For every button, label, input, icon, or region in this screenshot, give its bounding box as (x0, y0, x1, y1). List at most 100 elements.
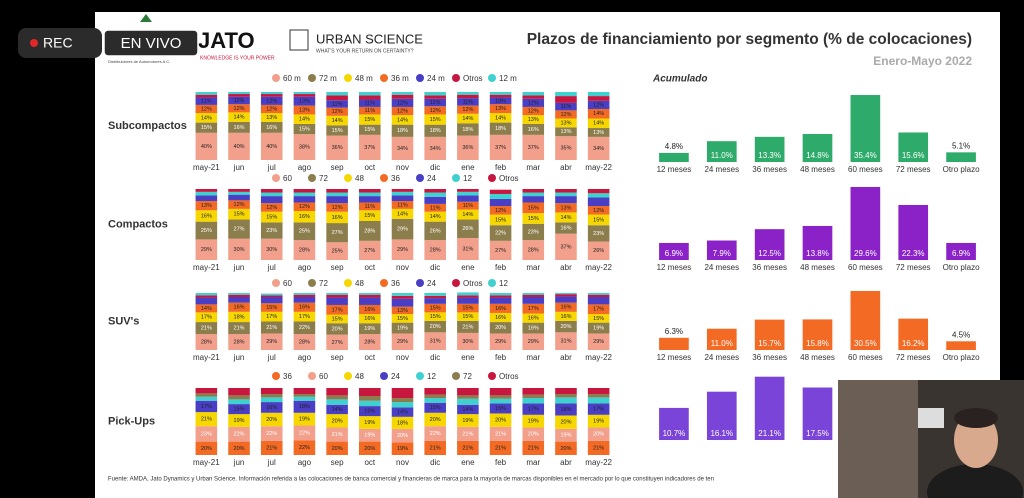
bar-value: 29.6% (854, 249, 877, 258)
stacked-segment (293, 92, 316, 95)
segment-value: 12% (462, 107, 473, 113)
segment-value: 20% (332, 326, 343, 332)
month-label: oct (364, 163, 375, 172)
stacked-segment (457, 303, 479, 313)
stacked-segment (293, 321, 316, 335)
month-label: feb (495, 458, 507, 467)
segment-value: 30% (266, 247, 277, 253)
stacked-segment (326, 100, 348, 108)
stacked-segment (195, 396, 218, 401)
stacked-segment (195, 191, 218, 196)
stacked-segment (555, 203, 577, 213)
month-label: sep (331, 353, 344, 362)
segment-value: 37% (495, 145, 506, 151)
stacked-segment (359, 99, 381, 107)
stacked-segment (457, 135, 479, 160)
month-label: dic (430, 263, 440, 272)
month-label: abr (560, 353, 572, 362)
month-label: feb (495, 263, 507, 272)
bar-category: 72 meses (896, 353, 931, 362)
segment-value: 17% (299, 314, 310, 320)
segment-value: 21% (266, 325, 277, 331)
stacked-segment (391, 94, 414, 99)
stacked-segment (555, 296, 577, 303)
segment-value: 16% (560, 226, 571, 232)
stacked-segment (555, 189, 577, 193)
segment-value: 15% (299, 127, 310, 133)
segment-value: 13% (266, 115, 277, 121)
segment-value: 11% (365, 204, 376, 210)
stacked-segment (555, 118, 577, 128)
segment-value: 17% (332, 307, 343, 313)
stacked-segment (260, 397, 283, 403)
stacked-segment (260, 203, 283, 212)
segment-value: 28% (364, 339, 375, 345)
stacked-segment (457, 388, 479, 396)
stacked-segment (489, 395, 512, 399)
stacked-segment (489, 295, 512, 298)
stacked-segment (359, 92, 381, 96)
segment-value: 29% (397, 247, 408, 253)
segment-value: 14% (397, 211, 408, 217)
segment-value: 12% (560, 112, 571, 118)
segment-value: 14% (593, 111, 604, 117)
stacked-segment (228, 194, 250, 201)
stacked-segment (489, 388, 512, 396)
segment-value: 13% (560, 120, 571, 126)
segment-value: 14% (593, 121, 604, 127)
stacked-segment (195, 322, 218, 335)
segment-value: 12% (593, 208, 604, 214)
stacked-segment (228, 441, 250, 455)
segment-value: 22% (299, 430, 310, 436)
bar-category: 60 meses (848, 353, 883, 362)
stacked-segment (195, 122, 218, 133)
stacked-segment (359, 304, 381, 315)
month-label: mar (526, 353, 540, 362)
stacked-segment (489, 122, 512, 135)
bar-value: 22.3% (902, 249, 925, 258)
segment-value: 14% (462, 212, 473, 218)
stacked-segment (293, 400, 316, 413)
segment-value: 13% (201, 203, 212, 209)
stacked-segment (260, 303, 283, 312)
segment-value: 19% (364, 433, 375, 439)
live-text: EN VIVO (121, 35, 182, 52)
month-label: jul (267, 458, 276, 467)
stacked-segment (555, 127, 577, 137)
stacked-segment (522, 192, 545, 197)
stacked-segment (293, 105, 316, 115)
bar-value: 6.9% (952, 249, 970, 258)
stacked-segment (391, 189, 414, 192)
stacked-segment (359, 416, 381, 429)
legend-label: 72 (319, 279, 328, 288)
segment-value: 22% (495, 230, 506, 236)
stacked-segment (228, 121, 250, 133)
bar-value: 14.8% (806, 151, 829, 160)
stacked-segment (195, 221, 218, 240)
segment-value: 11% (332, 101, 343, 107)
segment-value: 20% (495, 418, 506, 424)
stacked-segment (195, 132, 218, 160)
stacked-segment (228, 399, 250, 405)
segment-value: 16% (560, 305, 571, 311)
stacked-segment (359, 406, 381, 417)
stacked-segment (555, 110, 577, 119)
stacked-segment (424, 412, 446, 427)
bar (898, 132, 929, 162)
stacked-segment (555, 233, 577, 260)
stacked-segment (260, 321, 283, 334)
stacked-segment (391, 388, 414, 399)
segment-value: 15% (593, 217, 604, 223)
stacked-segment (391, 398, 414, 403)
segment-value: 17% (593, 307, 604, 313)
legend-label: 48 (355, 372, 364, 381)
stacked-segment (489, 206, 512, 215)
stacked-segment (359, 202, 381, 211)
stacked-segment (326, 323, 348, 335)
segment-value: 23% (201, 431, 212, 437)
segment-value: 29% (397, 227, 408, 233)
stacked-segment (587, 206, 610, 215)
stacked-segment (359, 196, 381, 203)
segment-value: 21% (462, 445, 473, 451)
segment-value: 20% (397, 433, 408, 439)
